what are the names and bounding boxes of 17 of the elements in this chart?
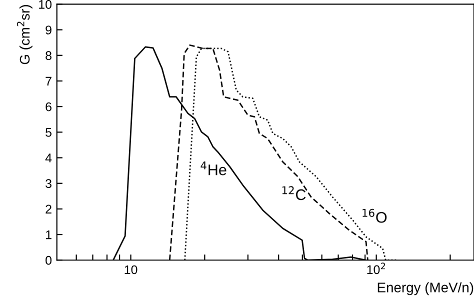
y-tick-label: 7: [46, 76, 52, 86]
y-tick-label: 9: [46, 26, 52, 34]
series-label: $^{4}$He: [200, 162, 226, 176]
x-tick-label: 10$^{2}$: [367, 262, 386, 274]
y-tick-label: 3: [46, 179, 52, 188]
x-axis-title: Energy (MeV/n): [378, 282, 474, 296]
series-label: $^{16}$O: [362, 208, 387, 223]
y-tick-label: 2: [46, 204, 52, 214]
y-tick-label: 1: [46, 230, 52, 240]
y-tick-label: 0: [46, 256, 52, 265]
y-tick-label: 5: [46, 128, 52, 137]
y-tick-label: 8: [46, 51, 52, 60]
y-tick-label: 6: [46, 102, 52, 112]
y-tick-label: 4: [45, 154, 52, 162]
y-axis-title: G (cm$^{2}$sr): [17, 5, 32, 64]
series-label: $^{12}$C: [282, 186, 306, 200]
y-tick-label: 10: [39, 0, 52, 9]
